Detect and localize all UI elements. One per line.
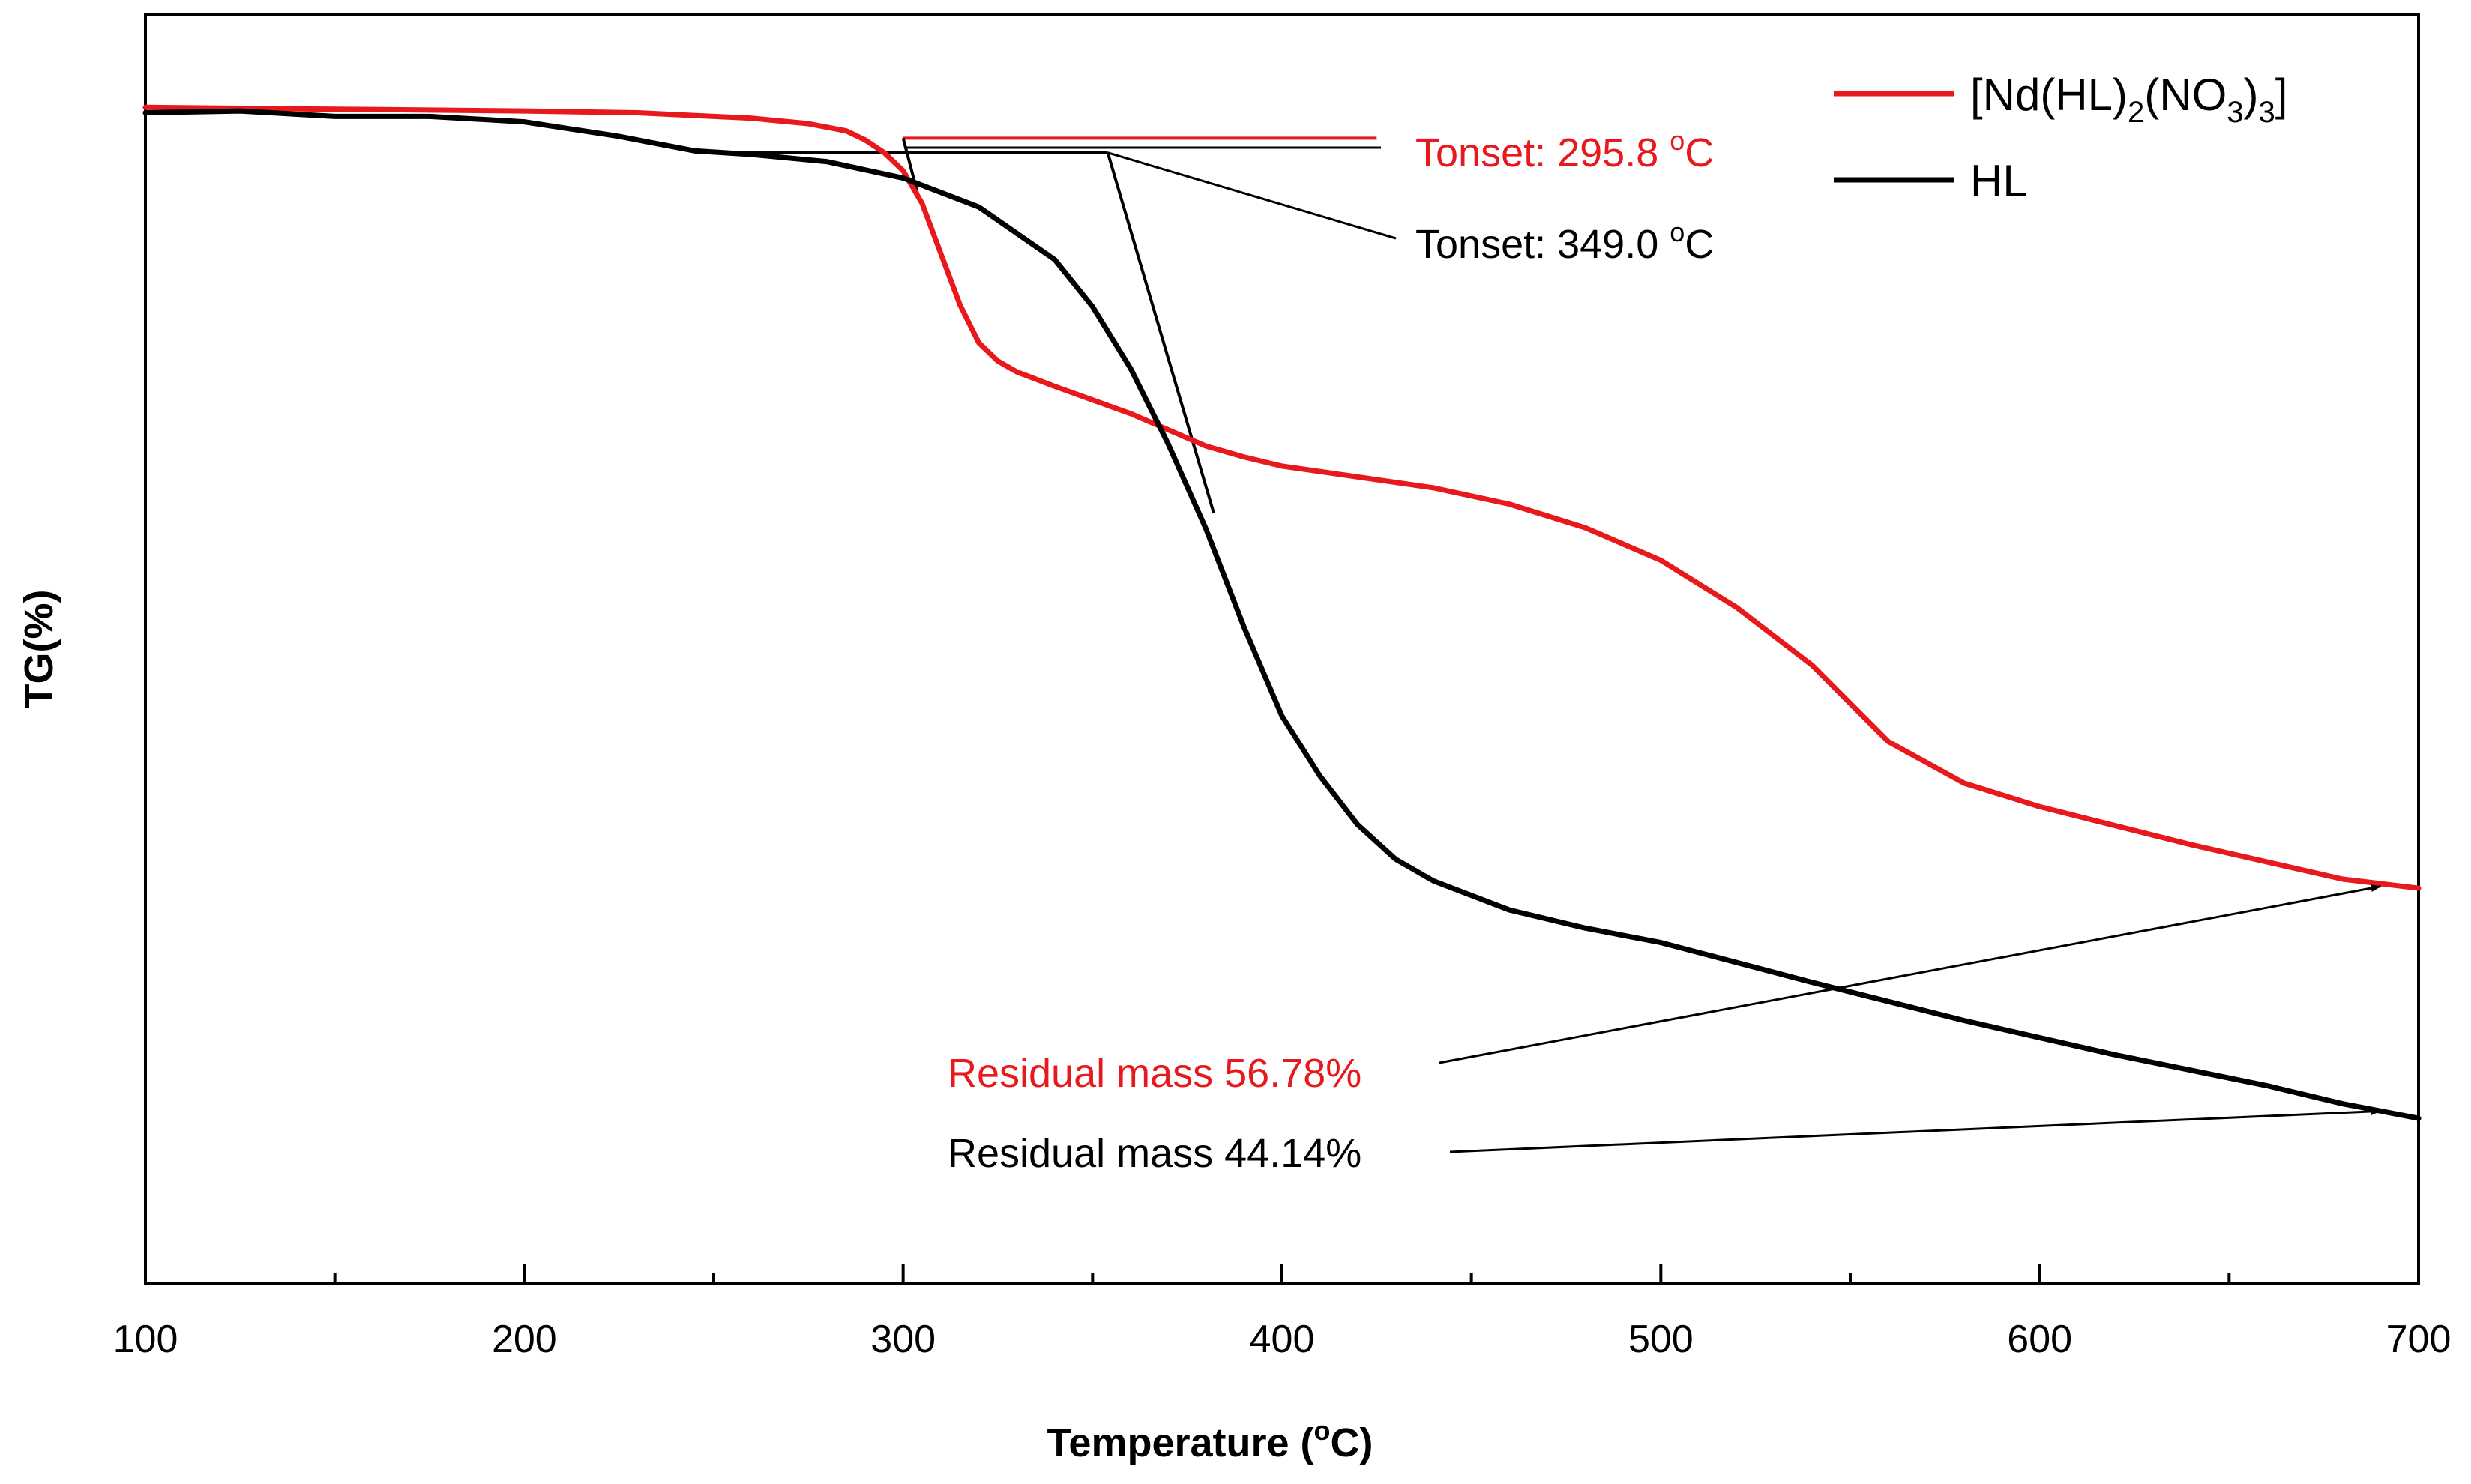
x-axis-ticks bbox=[144, 1264, 2420, 1283]
tonset-nd-label: Tonset: 295.8 oC bbox=[1415, 125, 1714, 175]
residual-nd-label: Residual mass 56.78% bbox=[948, 1051, 1361, 1096]
x-tick-label: 400 bbox=[1250, 1318, 1315, 1361]
legend: [Nd(HL)2(NO3)3] HL bbox=[1834, 70, 2287, 206]
residual-hl-arrow bbox=[1449, 1107, 2382, 1153]
residual-hl-label: Residual mass 44.14% bbox=[948, 1131, 1361, 1176]
series-line-hl bbox=[142, 108, 2422, 1121]
x-tick-label: 300 bbox=[870, 1318, 936, 1361]
tonset-hl-tangent bbox=[1106, 152, 1215, 514]
x-tick-label: 500 bbox=[1628, 1318, 1694, 1361]
tonset-hl-label: Tonset: 349.0 oC bbox=[1415, 217, 1714, 267]
tonset-hl-leader bbox=[1107, 151, 1397, 240]
tonset-construction-lines bbox=[694, 136, 1377, 514]
series-line-nd-complex bbox=[142, 104, 2422, 891]
x-tick-label: 200 bbox=[492, 1318, 557, 1361]
y-axis-title: TG(%) bbox=[16, 590, 61, 709]
x-tick-label: 700 bbox=[2386, 1318, 2452, 1361]
x-axis-title: Temperature (oC) bbox=[1047, 1415, 1373, 1465]
x-axis-tick-labels: 100 200 300 400 500 600 700 bbox=[113, 1318, 2452, 1361]
x-tick-label: 600 bbox=[2007, 1318, 2072, 1361]
legend-label-hl: HL bbox=[1970, 156, 2028, 206]
annotation-leader-lines bbox=[904, 146, 2382, 1153]
residual-nd-arrow bbox=[1439, 884, 2382, 1064]
x-tick-label: 100 bbox=[113, 1318, 178, 1361]
data-series bbox=[142, 104, 2422, 1121]
legend-label-nd: [Nd(HL)2(NO3)3] bbox=[1970, 70, 2287, 129]
